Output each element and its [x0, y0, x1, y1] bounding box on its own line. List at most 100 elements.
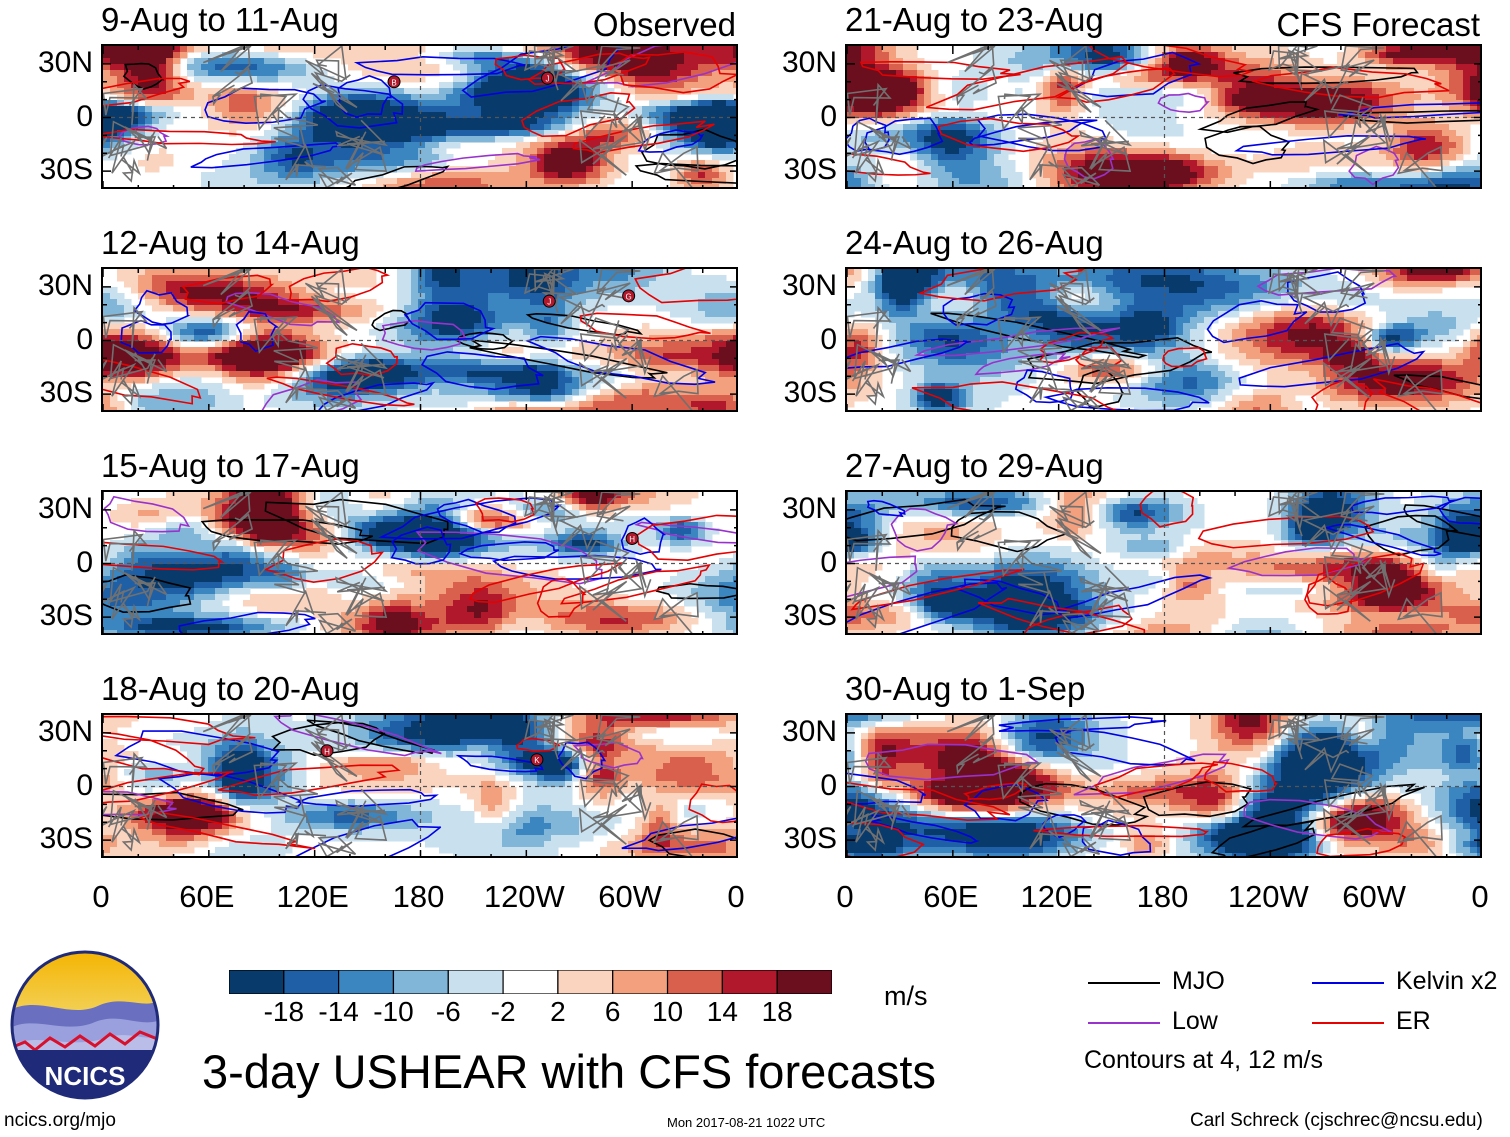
shear-cell	[124, 552, 132, 559]
shear-cell	[460, 528, 468, 535]
shear-cell	[642, 76, 650, 83]
shear-cell	[726, 305, 734, 312]
shear-cell	[173, 540, 181, 547]
shear-cell	[418, 510, 426, 517]
shear-cell	[691, 275, 699, 282]
shear-cell	[117, 124, 125, 131]
shear-cell	[208, 94, 216, 101]
shear-cell	[684, 492, 692, 499]
shear-cell	[474, 299, 482, 306]
shear-cell	[110, 353, 118, 360]
shear-cell	[579, 76, 587, 83]
shear-cell	[600, 504, 608, 511]
shear-cell	[194, 335, 202, 342]
shear-cell	[250, 353, 258, 360]
shear-cell	[201, 582, 209, 589]
shear-cell	[397, 564, 405, 571]
shear-cell	[215, 401, 223, 408]
shear-cell	[635, 130, 643, 137]
shear-cell	[719, 166, 727, 173]
coastline	[103, 82, 168, 183]
shear-cell	[586, 70, 594, 77]
shear-cell	[572, 552, 580, 559]
shear-cell	[523, 323, 531, 330]
shear-cell	[187, 311, 195, 318]
shear-cell	[306, 311, 314, 318]
shear-cell	[418, 353, 426, 360]
shear-cell	[187, 395, 195, 402]
shear-cell	[152, 377, 160, 384]
shear-cell	[509, 58, 517, 65]
shear-cell	[439, 570, 447, 577]
shear-cell	[299, 353, 307, 360]
shear-cell	[131, 552, 139, 559]
shear-cell	[376, 492, 384, 499]
shear-cell	[509, 136, 517, 143]
shear-cell	[124, 504, 132, 511]
shear-cell	[726, 353, 734, 360]
shear-cell	[292, 498, 300, 505]
shear-cell	[292, 76, 300, 83]
shear-cell	[320, 269, 328, 276]
shear-cell	[299, 70, 307, 77]
shear-cell	[705, 166, 713, 173]
shear-cell	[586, 46, 594, 53]
shear-cell	[495, 546, 503, 553]
shear-cell	[299, 552, 307, 559]
shear-cell	[103, 347, 111, 354]
shear-cell	[327, 371, 335, 378]
shear-cell	[544, 112, 552, 119]
shear-cell	[187, 46, 195, 53]
shear-cell	[691, 401, 699, 408]
shear-cell	[355, 395, 363, 402]
shear-cell	[649, 82, 657, 89]
shear-cell	[530, 142, 538, 149]
shear-cell	[285, 184, 293, 187]
shear-cell	[299, 287, 307, 294]
shear-cell	[348, 82, 356, 89]
shear-cell	[376, 64, 384, 71]
shear-cell	[642, 287, 650, 294]
shear-cell	[495, 510, 503, 517]
shear-cell	[523, 287, 531, 294]
shear-cell	[306, 88, 314, 95]
shear-cell	[152, 546, 160, 553]
shear-cell	[733, 383, 736, 390]
shear-cell	[467, 287, 475, 294]
wave-contour	[420, 351, 544, 391]
shear-cell	[320, 323, 328, 330]
shear-cell	[257, 269, 265, 276]
shear-cell	[481, 112, 489, 119]
shear-cell	[705, 46, 713, 53]
shear-cell	[362, 546, 370, 553]
shear-cell	[586, 269, 594, 276]
shear-cell	[544, 130, 552, 137]
shear-cell	[369, 46, 377, 53]
shear-cell	[145, 100, 153, 107]
shear-cell	[229, 498, 237, 505]
shear-cell	[600, 335, 608, 342]
shear-cell	[691, 335, 699, 342]
shear-cell	[103, 52, 111, 59]
shear-cell	[103, 582, 111, 589]
shear-cell	[320, 329, 328, 336]
shear-cell	[292, 546, 300, 553]
shear-cell	[264, 492, 272, 499]
shear-cell	[411, 311, 419, 318]
shear-cell	[439, 82, 447, 89]
shear-cell	[257, 552, 265, 559]
shear-cell	[320, 106, 328, 113]
shear-cell	[222, 76, 230, 83]
shear-cell	[131, 365, 139, 372]
shear-cell	[390, 510, 398, 517]
shear-cell	[516, 178, 524, 185]
shear-cell	[187, 365, 195, 372]
shear-cell	[705, 88, 713, 95]
shear-cell	[509, 534, 517, 541]
shear-cell	[257, 148, 265, 155]
shear-cell	[264, 564, 272, 571]
shear-cell	[446, 540, 454, 547]
shear-cell	[446, 323, 454, 330]
shear-cell	[159, 106, 167, 113]
shear-cell	[320, 570, 328, 577]
